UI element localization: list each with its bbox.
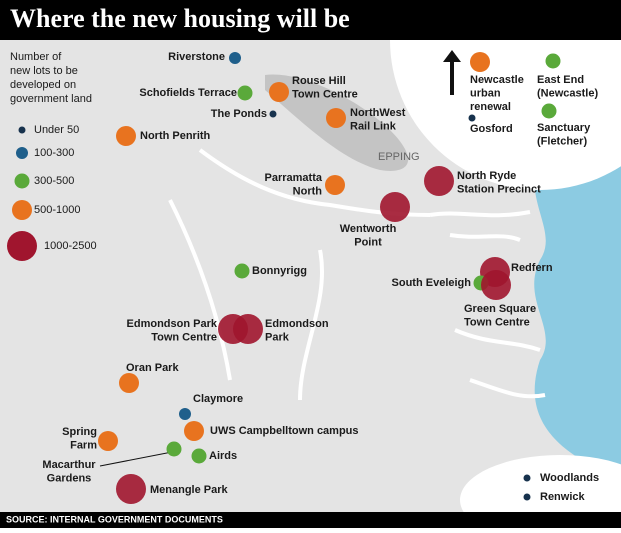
- place-label: North Ryde: [457, 170, 516, 182]
- place-label: Oran Park: [126, 362, 179, 374]
- place-marker: [119, 373, 139, 393]
- place-marker: [234, 263, 250, 279]
- place-marker: [98, 431, 118, 451]
- place-label: Menangle Park: [150, 484, 229, 496]
- place-label: Sanctuary: [537, 122, 591, 134]
- place-label: Renwick: [540, 491, 586, 503]
- place-label: Farm: [70, 439, 97, 451]
- place-label: Point: [354, 236, 382, 248]
- place-label: Woodlands: [540, 472, 599, 484]
- place-marker: [326, 108, 346, 128]
- place-label: Town Centre: [151, 331, 217, 343]
- place-marker: [116, 126, 136, 146]
- legend-swatch: [14, 173, 30, 189]
- place-label: Edmondson: [265, 318, 329, 330]
- sea: [534, 140, 621, 470]
- place-marker: [179, 408, 191, 420]
- place-label: Town Centre: [464, 316, 530, 328]
- place-marker: [468, 114, 476, 122]
- place-label: Redfern: [511, 262, 553, 274]
- legend-label: Under 50: [34, 124, 79, 136]
- place-marker: [380, 192, 410, 222]
- place-label: Rail Link: [350, 120, 397, 132]
- place-label: urban: [470, 87, 501, 99]
- legend-title: government land: [10, 93, 92, 105]
- place-label: Schofields Terrace: [139, 87, 237, 99]
- legend-label: 300-500: [34, 175, 74, 187]
- place-marker: [237, 85, 253, 101]
- place-marker: [470, 52, 490, 72]
- place-label: Station Precinct: [457, 183, 541, 195]
- inset-newcastle: [390, 0, 621, 190]
- place-label: Parramatta: [265, 172, 323, 184]
- place-marker: [523, 493, 531, 501]
- footer-bar: [0, 512, 621, 528]
- place-label: UWS Campbelltown campus: [210, 425, 359, 437]
- place-marker: [424, 166, 454, 196]
- legend-swatch: [7, 231, 37, 261]
- place-label: renewal: [470, 101, 511, 113]
- legend-title: new lots to be: [10, 65, 78, 77]
- place-label: Wentworth: [340, 223, 397, 235]
- place-label: The Ponds: [211, 108, 267, 120]
- place-label: Green Square: [464, 303, 536, 315]
- place-marker: [523, 474, 531, 482]
- place-marker: [116, 474, 146, 504]
- place-marker: [191, 448, 207, 464]
- legend-title: developed on: [10, 79, 76, 91]
- legend-label: 1000-2500: [44, 240, 97, 252]
- title-bar: [0, 0, 621, 40]
- place-label: North: [293, 185, 323, 197]
- place-label: Spring: [62, 426, 97, 438]
- place-label: (Newcastle): [537, 87, 598, 99]
- place-label: Gosford: [470, 123, 513, 135]
- legend-swatch: [18, 126, 26, 134]
- place-label: NorthWest: [350, 107, 406, 119]
- place-marker: [481, 270, 511, 300]
- legend-title: Number of: [10, 51, 62, 63]
- source: SOURCE: INTERNAL GOVERNMENT DOCUMENTS: [6, 514, 223, 524]
- title: Where the new housing will be: [10, 4, 350, 33]
- place-label: Claymore: [193, 393, 243, 405]
- place-marker: [541, 103, 557, 119]
- place-marker: [233, 314, 263, 344]
- place-label: South Eveleigh: [392, 277, 472, 289]
- place-marker: [184, 421, 204, 441]
- place-marker: [229, 52, 241, 64]
- river: [168, 148, 546, 401]
- place-label: Park: [265, 331, 290, 343]
- place-marker: [325, 175, 345, 195]
- place-marker: [545, 53, 561, 69]
- place-marker: [166, 441, 182, 457]
- legend-swatch: [16, 147, 28, 159]
- place-label: Bonnyrigg: [252, 265, 307, 277]
- place-label: Airds: [209, 450, 237, 462]
- place-label: Gardens: [47, 472, 92, 484]
- place-marker: [269, 110, 277, 118]
- place-label: (Fletcher): [537, 135, 587, 147]
- place-marker: [269, 82, 289, 102]
- place-label: Rouse Hill: [292, 75, 346, 87]
- place-label: Newcastle: [470, 74, 524, 86]
- map-label: EPPING: [378, 151, 420, 163]
- place-label: Town Centre: [292, 88, 358, 100]
- legend-swatch: [12, 200, 32, 220]
- legend-label: 100-300: [34, 147, 74, 159]
- north-arrow: [443, 50, 461, 95]
- place-label: Edmondson Park: [127, 318, 218, 330]
- place-label: North Penrith: [140, 130, 211, 142]
- pointer-line: [99, 451, 173, 467]
- place-label: Riverstone: [168, 51, 225, 63]
- legend-label: 500-1000: [34, 204, 81, 216]
- place-label: East End: [537, 74, 584, 86]
- place-label: Macarthur: [42, 459, 96, 471]
